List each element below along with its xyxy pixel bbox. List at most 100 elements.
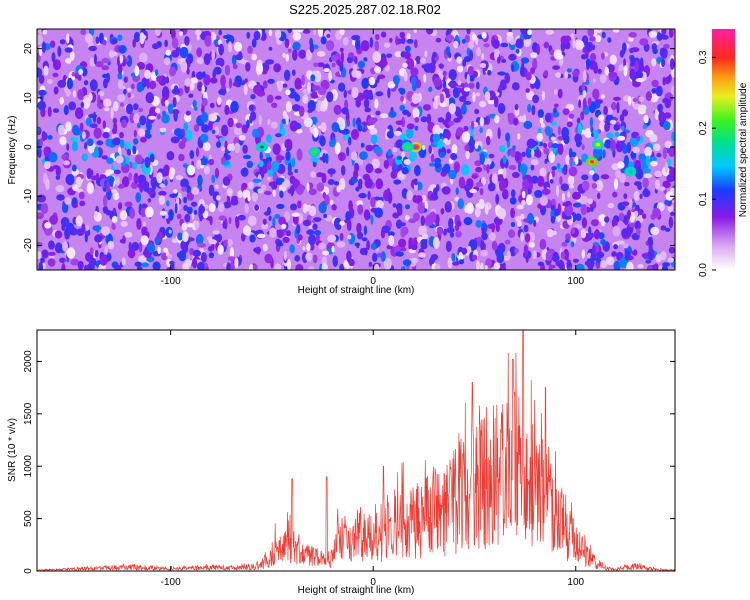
heatmap-speckle xyxy=(671,67,675,78)
heatmap-speckle xyxy=(166,151,175,161)
heatmap-speckle xyxy=(649,134,658,143)
heatmap-speckle xyxy=(413,183,418,191)
heatmap-speckle xyxy=(464,205,468,213)
heatmap-speckle xyxy=(607,202,615,209)
heatmap-speckle xyxy=(168,169,175,180)
heatmap-speckle xyxy=(573,202,582,208)
heatmap-speckle xyxy=(530,67,535,74)
heatmap-speckle xyxy=(318,202,327,214)
heatmap-speckle xyxy=(537,175,545,187)
heatmap-speckle xyxy=(284,138,293,150)
heatmap-speckle xyxy=(168,209,174,221)
heatmap-speckle xyxy=(249,264,254,270)
heatmap-speckle xyxy=(37,67,43,78)
heatmap-speckle xyxy=(613,244,619,250)
heatmap-speckle xyxy=(231,195,238,203)
heatmap-speckle xyxy=(522,178,530,191)
heatmap-speckle xyxy=(192,249,202,257)
heatmap-speckle xyxy=(633,191,640,201)
heatmap-speckle xyxy=(514,151,521,162)
heatmap-speckle xyxy=(466,73,470,84)
heatmap-speckle xyxy=(510,207,515,219)
heatmap-speckle xyxy=(235,217,240,229)
heatmap-speckle xyxy=(545,29,554,35)
heatmap-speckle xyxy=(422,104,432,111)
heatmap-speckle xyxy=(228,216,232,225)
snr-y-tick-label: 500 xyxy=(23,510,34,527)
heatmap-speckle xyxy=(283,69,291,82)
heatmap-speckle xyxy=(604,122,610,132)
heatmap-speckle xyxy=(499,79,507,91)
heatmap-speckle xyxy=(265,156,272,164)
heatmap-speckle xyxy=(433,187,438,197)
heatmap-speckle xyxy=(651,79,659,88)
heatmap-speckle xyxy=(497,71,507,76)
heatmap-speckle xyxy=(235,122,243,129)
heatmap-speckle xyxy=(201,111,209,123)
heatmap-speckle xyxy=(292,104,301,112)
heatmap-speckle xyxy=(469,188,477,194)
heatmap-x-tick-label: 100 xyxy=(567,276,584,287)
heatmap-speckle xyxy=(200,252,207,263)
heatmap-speckle xyxy=(251,53,257,61)
heatmap-speckle xyxy=(275,177,285,183)
heatmap-speckle xyxy=(296,148,303,161)
heatmap-speckle xyxy=(497,207,506,220)
heatmap-speckle xyxy=(242,144,248,154)
heatmap-speckle xyxy=(89,79,98,92)
heatmap-speckle xyxy=(312,127,319,138)
heatmap-speckle xyxy=(395,35,399,46)
heatmap-speckle xyxy=(208,239,217,245)
heatmap-speckle xyxy=(600,94,605,99)
heatmap-speckle xyxy=(54,230,63,239)
heatmap-speckle xyxy=(267,78,275,84)
heatmap-speckle xyxy=(545,112,552,123)
heatmap-speckle xyxy=(319,135,326,147)
heatmap-speckle xyxy=(585,41,594,52)
heatmap-speckle xyxy=(336,59,341,66)
heatmap-speckle xyxy=(441,186,451,195)
heatmap-speckle xyxy=(439,152,446,158)
heatmap-speckle xyxy=(57,79,67,88)
heatmap-speckle xyxy=(113,101,119,112)
heatmap-speckle xyxy=(283,250,287,261)
heatmap-speckle xyxy=(445,240,452,253)
heatmap-speckle xyxy=(348,136,352,146)
heatmap-speckle xyxy=(412,107,420,119)
heatmap-speckle xyxy=(585,58,592,67)
heatmap-speckle xyxy=(560,35,569,45)
heatmap-speckle xyxy=(292,31,302,41)
heatmap-speckle xyxy=(77,260,84,270)
heatmap-speckle xyxy=(623,65,628,77)
heatmap-speckle xyxy=(425,214,434,226)
heatmap-speckle xyxy=(233,41,243,52)
heatmap-speckle xyxy=(55,165,61,176)
heatmap-speckle xyxy=(418,252,426,258)
heatmap-speckle xyxy=(443,128,449,134)
heatmap-speckle xyxy=(417,201,425,214)
heatmap-speckle xyxy=(277,81,283,92)
heatmap-speckle xyxy=(152,183,156,192)
heatmap-speckle xyxy=(572,38,576,49)
heatmap-speckle xyxy=(451,252,456,262)
heatmap-speckle xyxy=(102,73,110,79)
heatmap-speckle xyxy=(86,138,94,147)
heatmap-speckle xyxy=(590,206,594,212)
heatmap-speckle xyxy=(185,110,191,116)
heatmap-speckle xyxy=(274,214,281,219)
colorbar-tick-label: 0.3 xyxy=(698,50,709,64)
heatmap-speckle xyxy=(287,29,293,34)
heatmap-speckle xyxy=(169,66,177,77)
heatmap-speckle xyxy=(623,155,630,167)
heatmap-speckle xyxy=(266,94,274,104)
heatmap-speckle xyxy=(102,195,108,207)
heatmap-speckle xyxy=(94,146,99,157)
heatmap-speckle xyxy=(457,80,462,86)
heatmap-speckle xyxy=(553,103,559,108)
heatmap-speckle xyxy=(171,29,176,40)
heatmap-speckle xyxy=(592,173,600,182)
heatmap-speckle xyxy=(295,128,303,134)
heatmap-speckle xyxy=(590,126,594,133)
heatmap-speckle xyxy=(510,221,516,228)
heatmap-speckle xyxy=(118,44,127,54)
